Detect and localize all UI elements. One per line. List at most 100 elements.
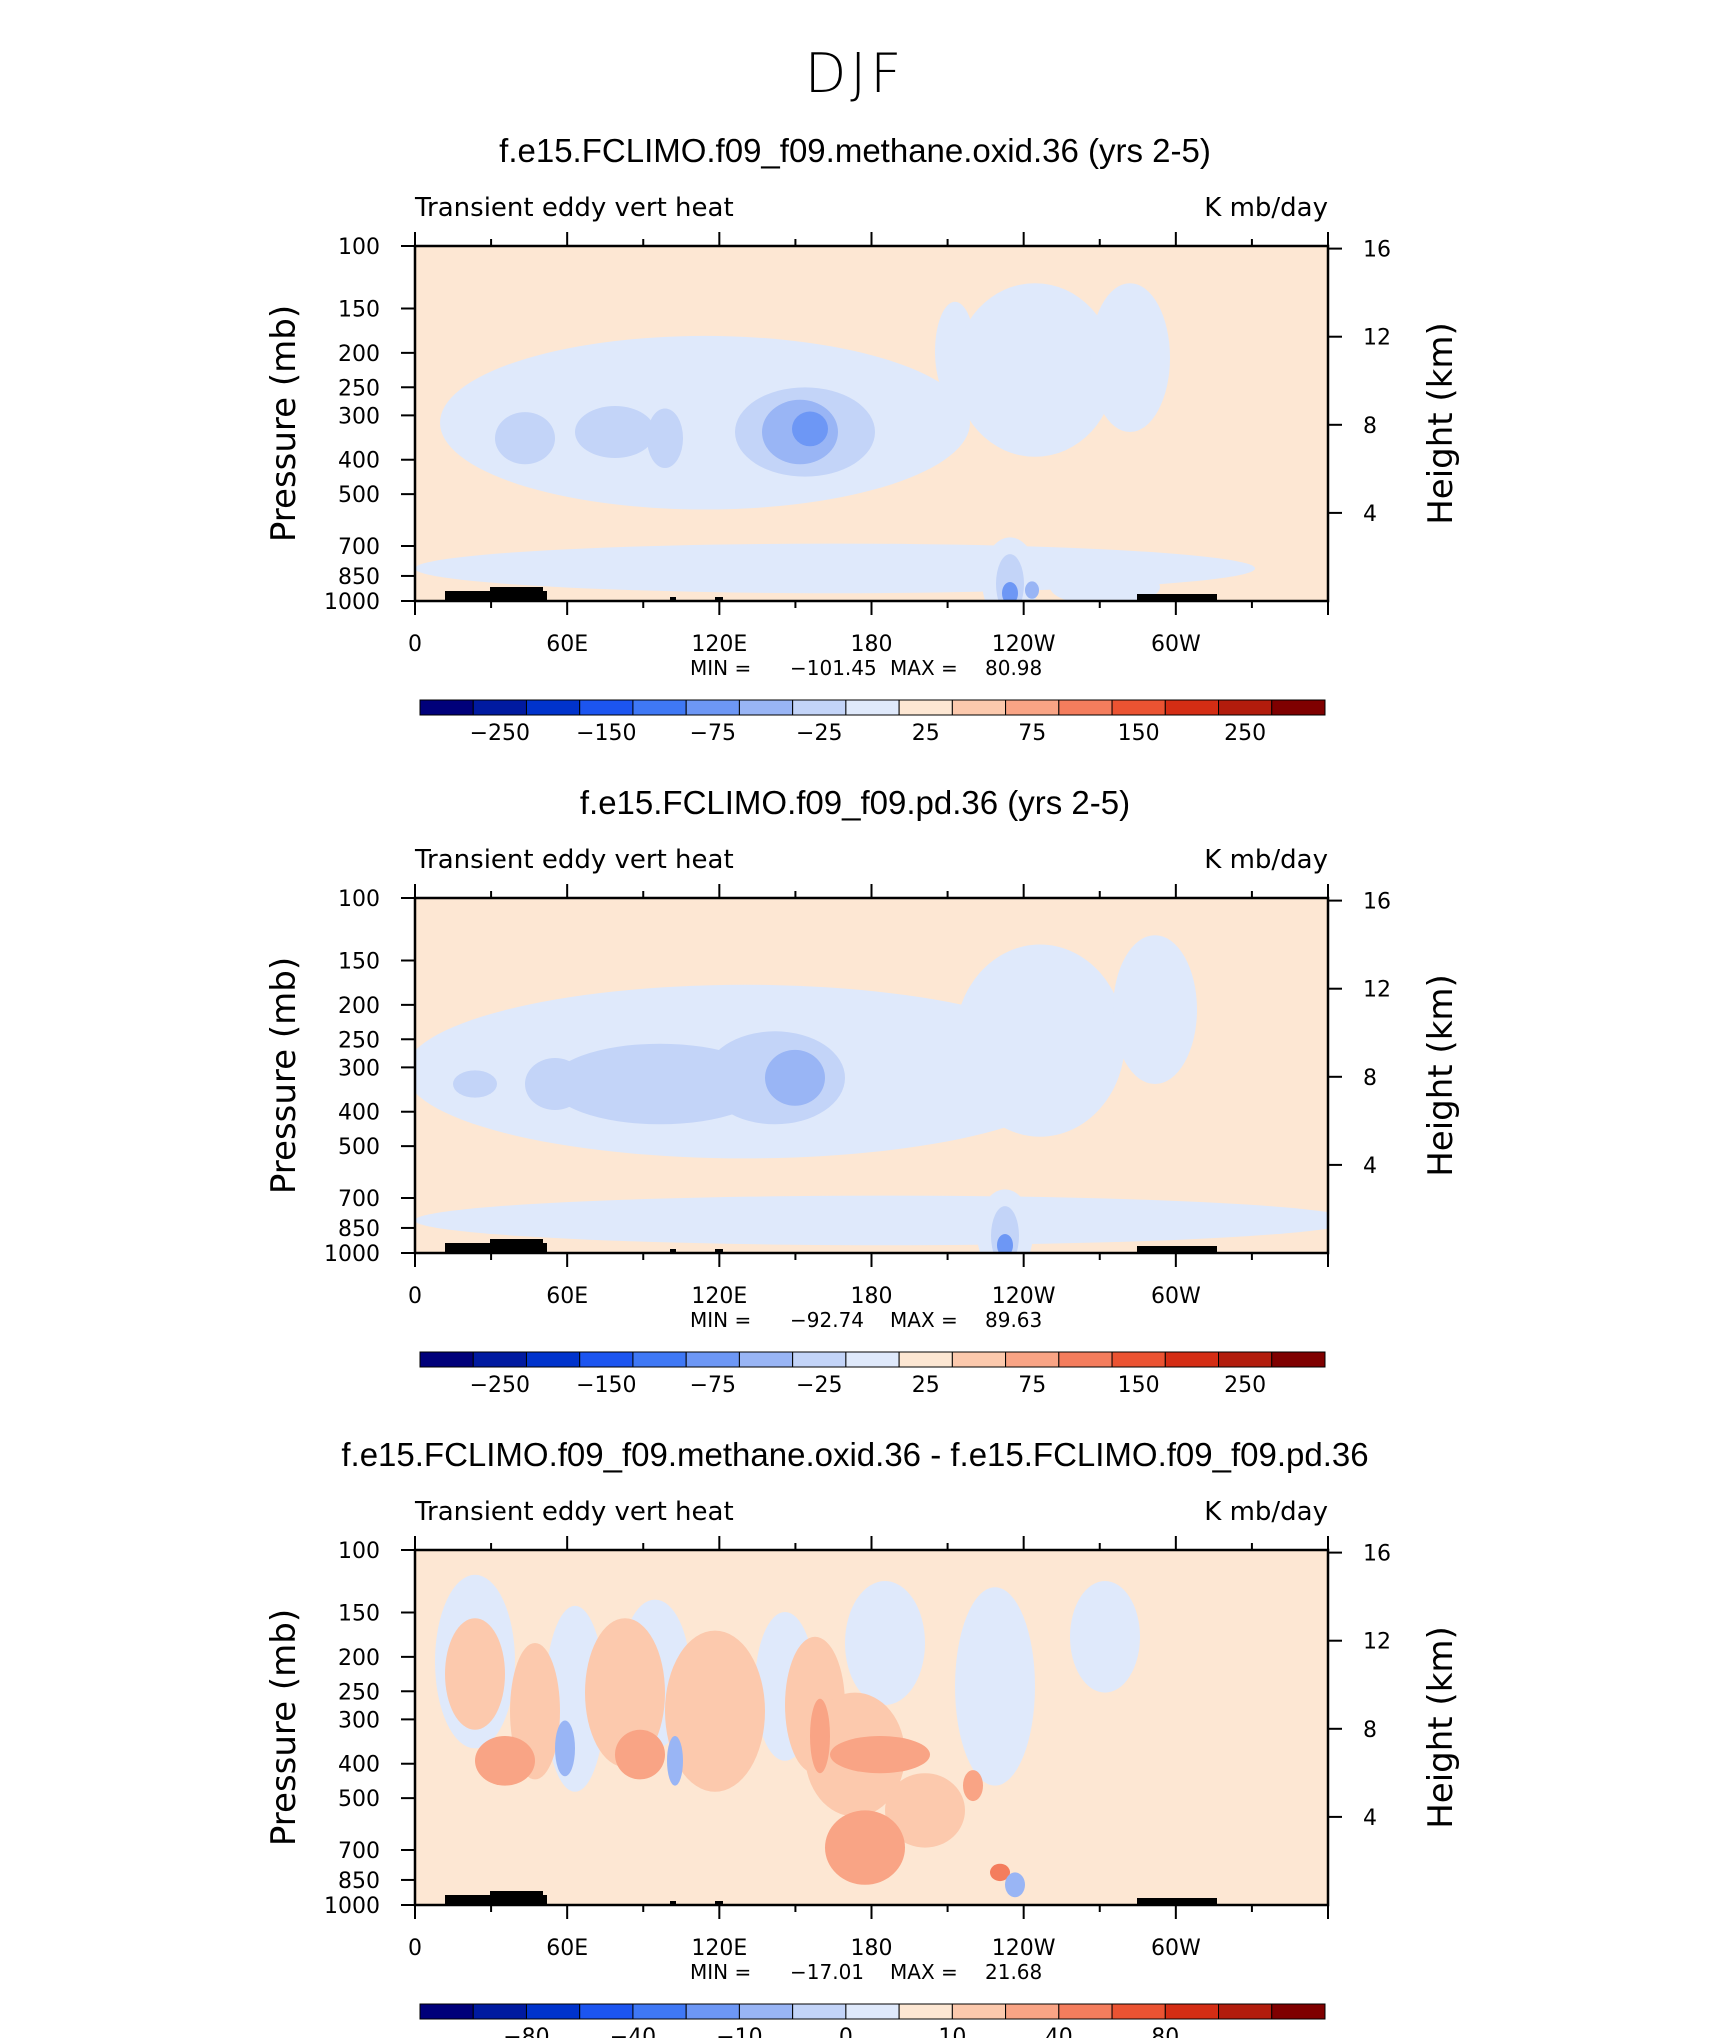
contour-layer	[435, 1574, 1217, 1905]
colorbar-cell	[1111, 1351, 1166, 1368]
x-tick-label: 60E	[546, 1936, 588, 1961]
contour-region	[1070, 1581, 1140, 1693]
max-label: MAX =	[890, 1308, 958, 1332]
colorbar-cell	[632, 699, 687, 716]
y-tick-label: 850	[338, 1869, 380, 1894]
colorbar-cell	[685, 699, 740, 716]
contour-region	[647, 408, 683, 468]
colorbar-label: 150	[1118, 721, 1160, 746]
y-tick-label: 150	[338, 950, 380, 975]
topography	[1137, 1246, 1217, 1253]
y-tick-label: 1000	[324, 1894, 380, 1919]
colorbar-cell	[1218, 1351, 1273, 1368]
y2-tick-label: 12	[1363, 978, 1391, 1003]
y-tick-label: 250	[338, 376, 380, 401]
topography	[715, 1901, 723, 1905]
contour-region	[615, 1729, 665, 1780]
colorbar-label: 0	[839, 2025, 853, 2038]
x-tick-label: 60W	[1151, 1936, 1201, 1961]
colorbar-cell	[845, 2003, 900, 2020]
y-tick-label: 200	[338, 994, 380, 1019]
contour-region	[792, 411, 828, 447]
max-label: MAX =	[890, 1960, 958, 1984]
y-tick-label: 150	[338, 298, 380, 323]
colorbar-cell	[792, 699, 847, 716]
colorbar-cell	[951, 2003, 1007, 2020]
x-tick-label: 180	[851, 1284, 893, 1309]
colorbar-cell	[1271, 699, 1326, 716]
colorbar-label: −25	[796, 1373, 842, 1398]
min-value: −101.45	[790, 656, 877, 680]
panel-1: f.e15.FCLIMO.f09_f09.methane.oxid.36 (yr…	[264, 132, 1461, 746]
colorbar-label: 75	[1018, 721, 1046, 746]
topography	[715, 1249, 723, 1253]
topography	[670, 597, 676, 601]
colorbar-cell	[525, 2003, 581, 2020]
contour-region	[845, 1581, 925, 1705]
y-tick-label: 100	[338, 235, 380, 260]
y-tick-label: 250	[338, 1680, 380, 1705]
colorbar-cell	[1005, 2003, 1060, 2020]
topography	[490, 587, 543, 601]
topography	[490, 1891, 543, 1905]
colorbar-cell	[419, 699, 474, 716]
colorbar-label: 75	[1018, 1373, 1046, 1398]
colorbar-label: 250	[1224, 721, 1266, 746]
x-tick-label: 120W	[992, 632, 1056, 657]
y-tick-label: 850	[338, 565, 380, 590]
colorbar-cell	[579, 2003, 634, 2020]
colorbar-cell	[1111, 2003, 1166, 2020]
contour-region	[955, 1587, 1035, 1786]
colorbar-cell	[1111, 699, 1166, 716]
colorbar-cell	[1218, 2003, 1273, 2020]
colorbar-cell	[1058, 2003, 1113, 2020]
field-label: Transient eddy vert heat	[414, 193, 734, 223]
contour-layer	[415, 283, 1255, 601]
y2-axis-label: Height (km)	[1421, 322, 1461, 525]
colorbar-cell	[1005, 699, 1060, 716]
units-label: K mb/day	[1204, 193, 1328, 223]
colorbar-cell	[685, 1351, 740, 1368]
y-tick-label: 700	[338, 1187, 380, 1212]
colorbar-cell	[1164, 1351, 1220, 1368]
panel-title: f.e15.FCLIMO.f09_f09.methane.oxid.36 (yr…	[499, 132, 1211, 169]
y-tick-label: 1000	[324, 1242, 380, 1267]
colorbar-cell	[898, 699, 953, 716]
colorbar-label: 150	[1118, 1373, 1160, 1398]
y2-tick-label: 8	[1363, 414, 1377, 439]
max-label: MAX =	[890, 656, 958, 680]
y-tick-label: 250	[338, 1028, 380, 1053]
colorbar-label: −40	[610, 2025, 656, 2038]
min-value: −17.01	[790, 1960, 864, 1984]
y-axis-label: Pressure (mb)	[264, 305, 304, 542]
min-label: MIN =	[690, 1308, 751, 1332]
colorbar-cell	[685, 2003, 740, 2020]
colorbar-cell	[632, 1351, 687, 1368]
contour-region	[445, 1618, 505, 1730]
contour-region	[963, 1770, 983, 1802]
min-label: MIN =	[690, 656, 751, 680]
colorbar-cell	[951, 1351, 1007, 1368]
field-label: Transient eddy vert heat	[414, 845, 734, 875]
topography	[490, 1239, 543, 1253]
colorbar-cell	[738, 2003, 794, 2020]
topography	[1137, 594, 1217, 601]
colorbar-cell	[1164, 2003, 1220, 2020]
colorbar-cell	[792, 1351, 847, 1368]
y2-tick-label: 16	[1363, 1542, 1391, 1567]
colorbar-label: −250	[470, 721, 530, 746]
colorbar-cell	[472, 699, 527, 716]
contour-region	[1005, 1872, 1025, 1898]
colorbar-cell	[419, 1351, 474, 1368]
y-tick-label: 300	[338, 1708, 380, 1733]
contour-region	[667, 1736, 683, 1786]
y-tick-label: 400	[338, 1753, 380, 1778]
y-tick-label: 500	[338, 1787, 380, 1812]
contour-region	[825, 1810, 905, 1885]
min-label: MIN =	[690, 1960, 751, 1984]
colorbar-cell	[472, 2003, 527, 2020]
contour-region	[1113, 935, 1197, 1084]
y-tick-label: 400	[338, 1101, 380, 1126]
y-tick-label: 1000	[324, 590, 380, 615]
